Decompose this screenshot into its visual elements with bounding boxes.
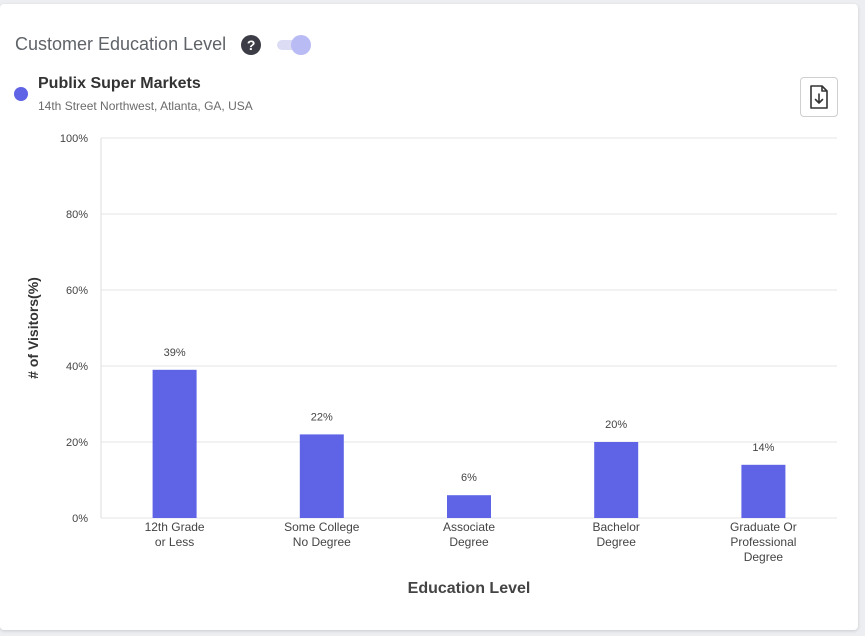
file-download-icon [810, 85, 828, 109]
x-tick-label: Associate [443, 520, 495, 534]
x-tick-label: Degree [597, 535, 637, 549]
data-label: 6% [461, 472, 477, 484]
x-tick-label: No Degree [293, 535, 351, 549]
y-tick-label: 80% [66, 209, 88, 221]
x-tick-label: Degree [449, 535, 489, 549]
bar [447, 495, 491, 518]
data-label: 22% [311, 411, 333, 423]
x-tick-label: Professional [730, 535, 796, 549]
bar [594, 442, 639, 518]
chart-toggle[interactable] [275, 34, 312, 55]
x-axis-title: Education Level [408, 580, 531, 597]
x-tick-label: Some College [284, 520, 360, 534]
bar [299, 434, 344, 518]
y-tick-label: 0% [72, 513, 88, 525]
help-icon[interactable]: ? [241, 34, 262, 55]
store-name: Publix Super Markets [38, 75, 201, 92]
toggle-thumb [291, 34, 312, 55]
x-tick-label: Bachelor [593, 520, 640, 534]
x-tick-label: or Less [155, 535, 194, 549]
y-tick-label: 60% [66, 285, 88, 297]
chart-card: Customer Education Level ? Publix Super … [0, 4, 858, 630]
data-label: 39% [164, 347, 186, 359]
y-tick-label: 20% [66, 437, 88, 449]
download-button[interactable] [800, 77, 838, 117]
bar [741, 464, 786, 518]
data-label: 14% [752, 442, 774, 454]
bar [152, 369, 197, 518]
x-tick-label: Degree [744, 550, 784, 564]
y-tick-label: 40% [66, 361, 88, 373]
chart-title: Customer Education Level [15, 34, 227, 54]
y-tick-label: 100% [60, 133, 88, 145]
store-address: 14th Street Northwest, Atlanta, GA, USA [38, 99, 253, 113]
legend-dot [14, 87, 28, 101]
data-label: 20% [605, 419, 627, 431]
card-header: Customer Education Level ? [15, 34, 312, 55]
x-tick-label: Graduate Or [730, 520, 797, 534]
y-axis-title: # of Visitors(%) [25, 277, 41, 379]
x-tick-label: 12th Grade [145, 520, 205, 534]
